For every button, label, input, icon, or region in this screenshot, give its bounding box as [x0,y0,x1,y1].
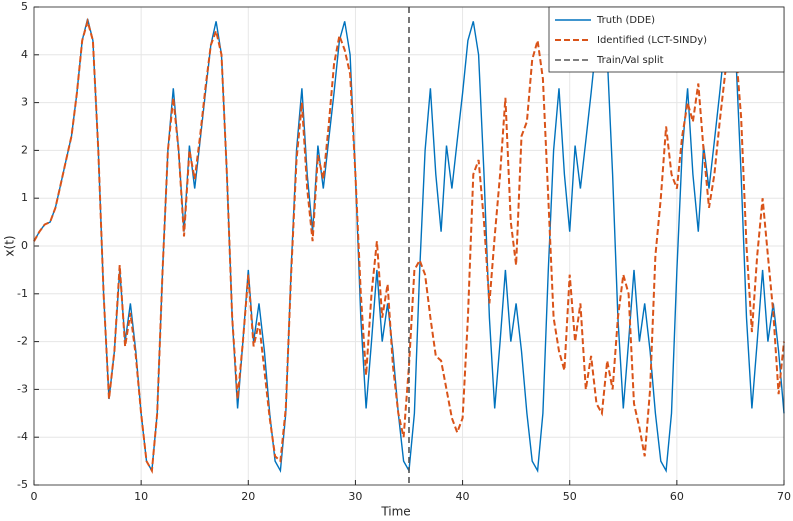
y-tick-label: 1 [21,191,28,204]
y-tick-label: -3 [17,382,28,395]
legend-label: Truth (DDE) [596,15,655,26]
y-tick-label: -1 [17,287,28,300]
y-tick-label: 3 [21,96,28,109]
y-tick-label: 2 [21,143,28,156]
x-tick-label: 40 [456,490,470,503]
x-tick-label: 20 [241,490,255,503]
plot-frame [33,6,785,486]
y-tick-label: 0 [21,239,28,252]
x-axis-label: Time [380,505,410,519]
legend-label: Train/Val split [596,55,664,66]
x-tick-label: 60 [670,490,684,503]
y-tick-label: 4 [21,48,28,61]
y-axis-label: x(t) [3,235,17,256]
legend-box [548,6,785,73]
y-tick-label: -5 [17,478,28,491]
series-line [33,17,785,474]
x-tick-label: 30 [348,490,362,503]
y-tick-label: -4 [17,430,28,443]
y-tick-label: -2 [17,335,28,348]
x-tick-label: 50 [563,490,577,503]
legend-label: Identified (LCT-SINDy) [597,35,707,46]
x-tick-label: 0 [31,490,38,503]
y-tick-label: 5 [21,0,28,13]
x-tick-label: 70 [777,490,791,503]
x-tick-label: 10 [134,490,148,503]
